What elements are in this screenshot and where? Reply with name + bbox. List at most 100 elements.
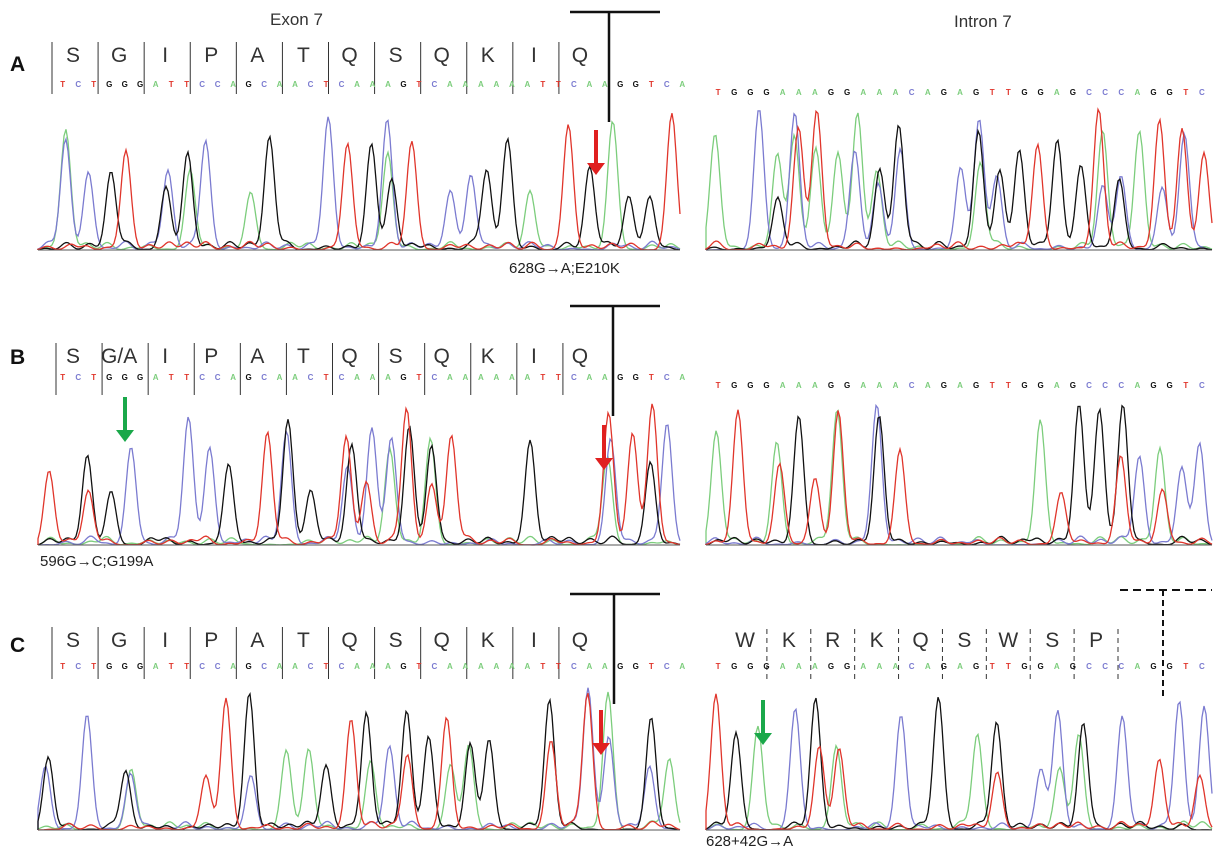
- panel-c-intron-nt-27: G: [1150, 662, 1157, 671]
- panel-b-exon-nt-28: A: [493, 373, 500, 382]
- panel-b-intron-nt-9: A: [860, 381, 867, 390]
- panel-b-intron-nt-0: T: [715, 381, 721, 390]
- panel-b-intron-nt-12: C: [908, 381, 915, 390]
- panel-b-exon-aa-7: S: [388, 345, 403, 368]
- panel-b-exon-nt-4: G: [121, 373, 128, 382]
- panel-c-intron-nt-24: C: [1102, 662, 1109, 671]
- panel-a-intron-trace-g: [705, 124, 1213, 251]
- panel-b-exon-nt-30: A: [524, 373, 531, 382]
- panel-c-intron-nt-14: G: [940, 662, 947, 671]
- panel-b-exon-nt-38: T: [648, 373, 654, 382]
- panel-c-intron-nt-18: T: [1005, 662, 1011, 671]
- panel-b-intron-nt-17: T: [989, 381, 995, 390]
- panel-c-exon-nt-3: G: [106, 662, 113, 671]
- panel-c-exon-nt-26: A: [462, 662, 469, 671]
- panel-a-exon-nt-6: A: [152, 80, 159, 89]
- panel-b-exon-nt-14: A: [276, 373, 283, 382]
- panel-a-exon-trace-a: [37, 120, 681, 251]
- panel-b-exon-nt-12: G: [245, 373, 252, 382]
- panel-b-exon-nt-7: T: [168, 373, 174, 382]
- panel-c-exon-nt-7: T: [168, 662, 174, 671]
- panel-b-exon-trace-g: [37, 419, 681, 546]
- panel-b-exon-aa-6: Q: [341, 345, 358, 368]
- panel-c-intron-aa-2: R: [825, 629, 841, 652]
- panel-a-exon-nt-39: C: [663, 80, 670, 89]
- panel-b-intron-nt-16: G: [973, 381, 980, 390]
- panel-b-exon-nt-11: A: [230, 373, 236, 382]
- panel-b-intron-trace-t: [705, 409, 1213, 546]
- panel-b-exon-nt-5: G: [137, 373, 144, 382]
- panel-c-intron-nt-20: G: [1037, 662, 1044, 671]
- panel-c-exon-aa-8: Q: [433, 629, 450, 652]
- panel-b-intron-nt-23: C: [1086, 381, 1092, 390]
- panel-b-intron-nt-25: C: [1118, 381, 1125, 390]
- panel-b-exon-aa-5: T: [297, 345, 310, 368]
- panel-b-exon-nt-0: T: [60, 373, 66, 382]
- panel-b-intron-nt-14: G: [940, 381, 947, 390]
- panel-c-intron-nt-26: A: [1134, 662, 1141, 671]
- panel-a-exon-nt-40: A: [679, 80, 686, 89]
- panel-c-exon-aa-5: T: [297, 629, 310, 652]
- panel-a-exon-nt-7: T: [168, 80, 174, 89]
- panel-b-exon-nt-29: A: [508, 373, 515, 382]
- panel-c-intron-nt-29: T: [1183, 662, 1189, 671]
- panel-a-intron-nt-6: A: [811, 88, 818, 97]
- panel-c-intron-nt-0: T: [715, 662, 721, 671]
- panel-b-exon-nt-32: T: [555, 373, 561, 382]
- panel-c-intron-aa-6: W: [998, 629, 1019, 652]
- panel-c-intron-nt-1: G: [731, 662, 738, 671]
- panel-b-intron-nt-19: G: [1021, 381, 1028, 390]
- panel-c-exon-nt-28: A: [493, 662, 500, 671]
- panel-a-exon-nt-9: C: [199, 80, 206, 89]
- panel-a-intron-nt-7: G: [827, 88, 835, 97]
- panel-a-intron-trace-c: [706, 110, 1213, 251]
- panel-a-intron-trace-t: [705, 107, 1213, 251]
- panel-c-intron-nt-11: A: [892, 662, 899, 671]
- panel-c-intron-nt-5: A: [795, 662, 802, 671]
- panel-b-exon-nt-16: C: [307, 373, 314, 382]
- panel-c-exon-nt-22: G: [400, 662, 407, 671]
- panel-a-exon-aa-2: I: [162, 44, 169, 67]
- panel-b-intron-nt-27: G: [1150, 381, 1157, 390]
- panel-c-exon-aa-3: P: [204, 629, 219, 652]
- panel-c-exon-aa-11: Q: [571, 629, 589, 652]
- panel-a-exon-nt-18: C: [338, 80, 345, 89]
- panel-a-intron-nt-1: G: [731, 88, 738, 97]
- panel-c-exon-nt-2: T: [91, 662, 97, 671]
- panel-b-exon-nt-10: C: [214, 373, 221, 382]
- panel-b-exon-nt-36: G: [617, 373, 624, 382]
- exon-title: Exon 7: [270, 10, 323, 29]
- panel-a-exon-nt-0: T: [60, 80, 66, 89]
- panel-c-exon-aa-1: G: [110, 629, 128, 652]
- panel-a-intron-nt-14: G: [940, 88, 947, 97]
- panel-a-exon-nt-31: T: [540, 80, 546, 89]
- panel-a-exon-aa-3: P: [204, 44, 219, 67]
- panel-c-exon-nt-31: T: [540, 662, 546, 671]
- panel-a-intron-nt-11: A: [892, 88, 899, 97]
- panel-a-intron-nt-19: G: [1021, 88, 1028, 97]
- panel-b-intron-nt-26: A: [1134, 381, 1141, 390]
- panel-c-exon-nt-15: A: [292, 662, 298, 671]
- panel-b-exon-aa-3: P: [204, 345, 219, 368]
- panel-c-exon-nt-0: T: [60, 662, 66, 671]
- panel-b-exon-trace-t: [37, 403, 681, 546]
- panel-c-intron-nt-16: G: [973, 662, 980, 671]
- panel-b-exon-nt-39: C: [663, 373, 670, 382]
- panel-c-intron-aa-3: K: [869, 629, 884, 652]
- panel-b-exon-nt-31: T: [540, 373, 546, 382]
- panel-a-exon-aa-5: T: [297, 44, 310, 67]
- panel-a-exon-nt-16: C: [307, 80, 314, 89]
- panel-c-intron-nt-13: A: [924, 662, 931, 671]
- panel-c-exon-nt-23: T: [416, 662, 422, 671]
- panel-c-intron-nt-6: A: [811, 662, 818, 671]
- panel-c-exon-aa-10: I: [530, 629, 537, 652]
- panel-b-exon-nt-24: C: [431, 373, 438, 382]
- panel-c-exon-nt-4: G: [121, 662, 128, 671]
- panel-a-exon-aa-8: Q: [433, 44, 450, 67]
- panel-a-intron-nt-21: A: [1053, 88, 1060, 97]
- panel-a-exon-aa-7: S: [388, 44, 403, 67]
- panel-c-exon-nt-36: G: [617, 662, 624, 671]
- mutation-label-a: 628G→A;E210K: [509, 260, 620, 277]
- panel-a-exon-nt-17: T: [323, 80, 329, 89]
- panel-b-intron-nt-15: A: [957, 381, 963, 390]
